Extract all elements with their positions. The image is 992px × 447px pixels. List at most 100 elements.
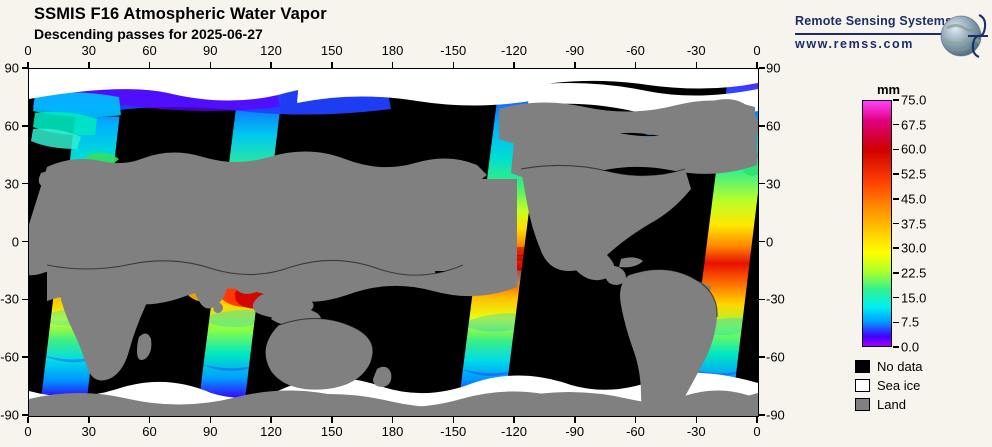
- colorbar-tick: [893, 346, 899, 348]
- colorbar-tick: [893, 99, 899, 101]
- lon-tick: [391, 416, 394, 423]
- map-legend: No data Sea ice Land: [855, 357, 923, 414]
- legend-swatch-sea-ice: [855, 379, 870, 392]
- lon-tick-label: 0: [24, 424, 32, 439]
- map-canvas[interactable]: [28, 68, 759, 417]
- legend-item: Sea ice: [855, 376, 923, 395]
- lon-tick-label: -90: [565, 424, 585, 439]
- lat-tick: [22, 356, 28, 358]
- lat-tick-label: -60: [766, 349, 785, 365]
- lon-tick-label: 150: [320, 424, 343, 439]
- lon-tick-label: -60: [626, 43, 645, 58]
- colorbar[interactable]: [862, 100, 892, 347]
- lat-tick: [22, 125, 28, 127]
- legend-swatch-land: [855, 398, 870, 411]
- lat-tick: [758, 356, 765, 358]
- lon-tick-label: -120: [500, 424, 528, 439]
- lon-tick: [695, 416, 697, 423]
- lat-tick-label: 0: [766, 234, 774, 249]
- lat-tick: [22, 67, 28, 69]
- lat-tick: [758, 240, 765, 243]
- lat-tick: [758, 414, 765, 416]
- lon-tick: [634, 62, 637, 68]
- lon-tick-label: 120: [260, 424, 282, 439]
- lon-tick: [756, 62, 758, 68]
- lat-tick: [22, 414, 28, 416]
- colorbar-unit-label: mm: [877, 82, 901, 97]
- colorbar-tick-label: 60.0: [901, 141, 927, 157]
- lon-tick-label: -30: [686, 43, 706, 58]
- lon-tick-label: -60: [626, 424, 645, 439]
- lon-tick-label: -150: [440, 424, 467, 439]
- colorbar-tick-label: 0.0: [901, 339, 920, 355]
- lon-tick: [88, 416, 90, 423]
- colorbar-tick: [893, 272, 899, 274]
- lat-tick: [22, 240, 28, 243]
- lat-tick-label: 90: [766, 60, 781, 76]
- logo-url: www.remss.com: [795, 37, 914, 51]
- colorbar-tick-label: 30.0: [901, 240, 927, 256]
- lon-tick: [513, 416, 515, 423]
- colorbar-tick: [893, 296, 899, 299]
- colorbar-tick: [893, 321, 899, 324]
- land-mask: [29, 99, 758, 416]
- colorbar-tick: [893, 222, 899, 225]
- coastline-fringe: [46, 164, 718, 362]
- lat-tick-label: 60: [766, 118, 781, 134]
- lon-tick-label: 60: [142, 43, 157, 58]
- legend-item: Land: [855, 395, 923, 414]
- logo-divider: [795, 33, 947, 35]
- lon-tick-label: 180: [381, 43, 404, 58]
- lat-tick-label: -30: [0, 291, 19, 307]
- lat-tick: [758, 182, 765, 185]
- title-block: SSMIS F16 Atmospheric Water Vapor Descen…: [34, 4, 327, 43]
- colorbar-tick-label: 67.5: [901, 117, 927, 133]
- lon-tick: [331, 62, 333, 68]
- lat-tick-label: 0: [11, 234, 19, 249]
- lon-tick: [391, 62, 394, 68]
- lat-tick: [22, 182, 28, 185]
- legend-label-land: Land: [877, 397, 906, 412]
- colorbar-gradient: [863, 101, 891, 346]
- colorbar-tick: [893, 123, 899, 126]
- colorbar-tick-label: 52.5: [901, 166, 927, 182]
- lat-tick: [758, 298, 765, 301]
- lon-tick-label: 0: [24, 43, 32, 58]
- legend-label-no-data: No data: [877, 359, 923, 374]
- lon-tick: [634, 416, 637, 423]
- lon-tick: [574, 62, 576, 68]
- lon-tick-label: 30: [81, 43, 96, 58]
- colorbar-tick-label: 45.0: [901, 191, 927, 207]
- lon-tick: [452, 416, 454, 423]
- lat-tick-label: 30: [766, 176, 781, 192]
- lon-tick-label: -90: [565, 43, 585, 58]
- lon-tick-label: 90: [203, 43, 218, 58]
- lat-tick-label: -30: [766, 291, 785, 307]
- page-subtitle: Descending passes for 2025-06-27: [34, 26, 263, 42]
- colorbar-tick-label: 75.0: [901, 92, 927, 108]
- legend-item: No data: [855, 357, 923, 376]
- colorbar-tick: [893, 173, 899, 175]
- lat-tick: [22, 298, 28, 301]
- legend-swatch-no-data: [855, 360, 870, 373]
- lat-tick-label: -90: [0, 407, 19, 423]
- remss-logo[interactable]: Remote Sensing Systems www.remss.com: [795, 8, 988, 66]
- lat-tick-label: -90: [766, 407, 785, 423]
- map-svg: [29, 69, 758, 416]
- lon-tick-label: 60: [142, 424, 157, 439]
- lon-tick: [574, 416, 576, 423]
- colorbar-tick-label: 15.0: [901, 290, 927, 306]
- lon-tick: [331, 416, 333, 423]
- lon-tick-label: -30: [686, 424, 706, 439]
- lon-tick: [27, 62, 29, 68]
- lon-tick: [209, 416, 211, 423]
- lon-tick: [756, 416, 758, 423]
- lon-tick-label: 0: [753, 424, 761, 439]
- page-title: SSMIS F16 Atmospheric Water Vapor: [34, 5, 327, 23]
- colorbar-tick-label: 37.5: [901, 216, 927, 231]
- lon-tick-label: 120: [260, 43, 282, 58]
- lon-tick: [148, 62, 151, 68]
- lon-tick-label: 90: [203, 424, 218, 439]
- lon-tick: [452, 62, 454, 68]
- lat-tick-label: -60: [0, 349, 19, 365]
